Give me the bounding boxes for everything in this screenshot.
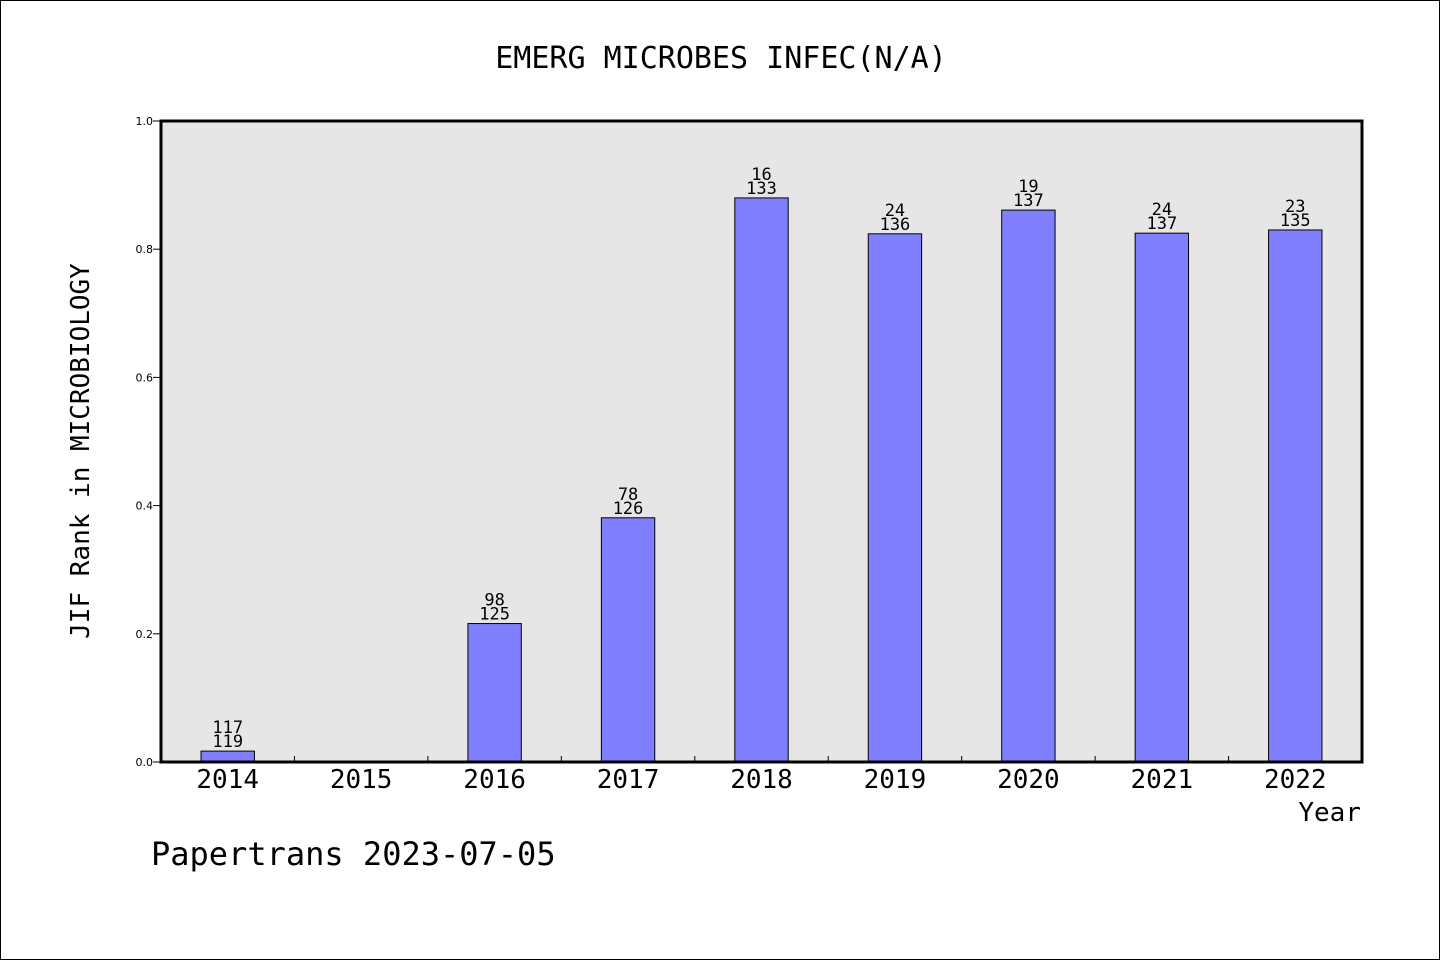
bar-total-label: 133 bbox=[746, 179, 777, 199]
bars-layer bbox=[200, 197, 1323, 763]
y-tick-label: 0.6 bbox=[136, 371, 154, 384]
bar bbox=[867, 233, 923, 763]
x-tick-label: 2020 bbox=[997, 765, 1060, 795]
bar-total-label: 119 bbox=[212, 732, 243, 752]
x-tick-label: 2014 bbox=[196, 765, 259, 795]
y-axis: 0.0 0.2 0.4 0.6 0.8 1.0 bbox=[136, 115, 161, 769]
bar-total-label: 135 bbox=[1280, 211, 1311, 231]
bar-total-label: 125 bbox=[479, 605, 510, 625]
y-tick-label: 0.4 bbox=[136, 500, 154, 513]
bar bbox=[467, 623, 522, 763]
bar-rank-label: 24 bbox=[1152, 200, 1172, 220]
y-tick-label: 0.8 bbox=[136, 243, 154, 256]
x-tick-label: 2021 bbox=[1131, 765, 1194, 795]
bar bbox=[600, 517, 656, 763]
credit-text: Papertrans 2023-07-05 bbox=[151, 835, 556, 873]
bar bbox=[734, 197, 789, 763]
x-tick-label: 2018 bbox=[730, 765, 793, 795]
bar bbox=[1001, 209, 1056, 763]
bar bbox=[1268, 229, 1323, 763]
y-tick-label: 0.2 bbox=[136, 628, 154, 641]
bar bbox=[1134, 232, 1190, 763]
bar-rank-label: 19 bbox=[1018, 177, 1038, 197]
bar-total-label: 136 bbox=[880, 215, 911, 235]
bar-rank-label: 98 bbox=[484, 591, 504, 611]
chart-title: EMERG MICROBES INFEC(N/A) bbox=[495, 41, 947, 76]
bar-rank-label: 78 bbox=[618, 485, 638, 505]
x-tick-label: 2019 bbox=[864, 765, 927, 795]
x-tick-label: 2017 bbox=[597, 765, 660, 795]
x-axis-label: Year bbox=[1298, 798, 1361, 828]
bar-total-label: 137 bbox=[1013, 191, 1044, 211]
y-axis-label: JIF Rank in MICROBIOLOGY bbox=[66, 263, 96, 639]
x-axis: 2014 2015 2016 2017 2018 2019 2020 2021 2022 bbox=[196, 756, 1327, 795]
bar-rank-label: 23 bbox=[1285, 197, 1305, 217]
plot-border bbox=[159, 119, 1364, 764]
bar-total-label: 137 bbox=[1146, 214, 1177, 234]
bar-rank-label: 16 bbox=[751, 165, 771, 185]
bar-rank-label: 117 bbox=[212, 718, 243, 738]
bar bbox=[200, 750, 255, 763]
x-tick-label: 2016 bbox=[463, 765, 526, 795]
x-tick-label: 2015 bbox=[330, 765, 393, 795]
x-tick-label: 2022 bbox=[1264, 765, 1327, 795]
bar-rank-label: 24 bbox=[885, 201, 905, 221]
y-tick-label: 1.0 bbox=[136, 115, 154, 128]
bar-total-label: 126 bbox=[613, 499, 644, 519]
y-tick-label: 0.0 bbox=[136, 756, 154, 769]
